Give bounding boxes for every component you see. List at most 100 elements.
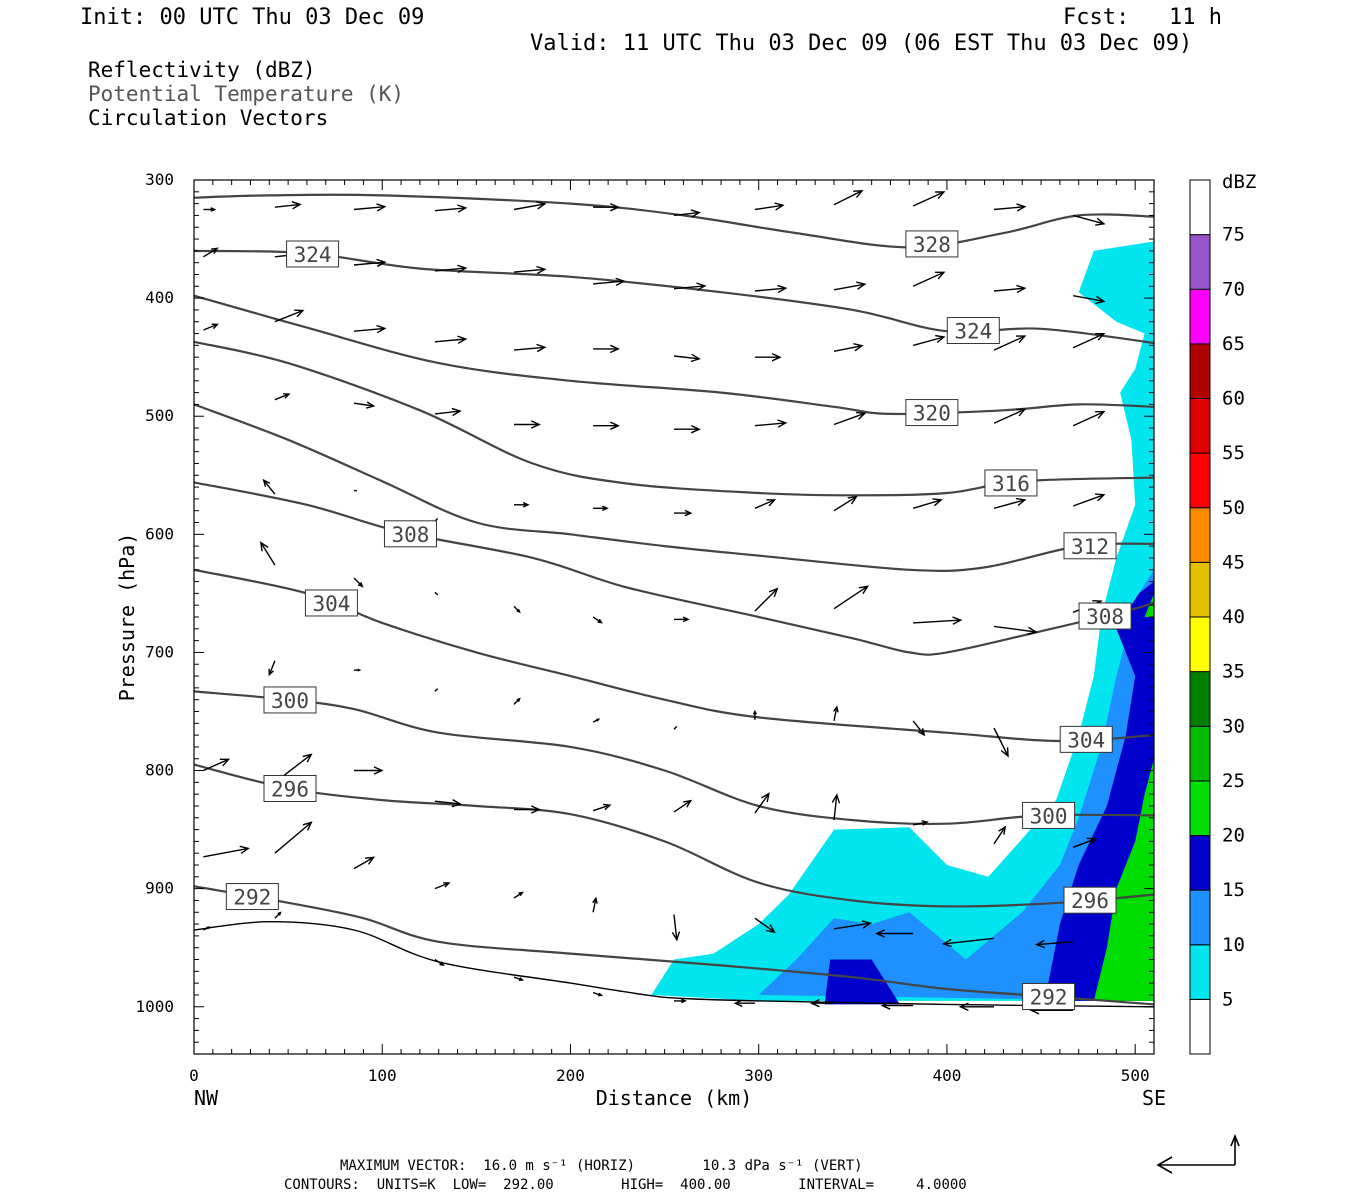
colorbar-swatch-70 <box>1189 234 1211 290</box>
circulation-vector-34 <box>993 335 1027 351</box>
circulation-vector-75 <box>752 709 757 720</box>
circulation-vector-40 <box>593 421 621 430</box>
circulation-vector-22 <box>993 284 1027 294</box>
svg-text:308: 308 <box>392 523 430 547</box>
circulation-vector-104 <box>203 926 211 931</box>
theta-contour-296 <box>193 763 1155 908</box>
circulation-vector-74 <box>673 725 678 730</box>
circulation-vector-60 <box>434 591 439 596</box>
colorbar-swatch-60 <box>1189 343 1211 399</box>
legend-reflectivity: Reflectivity (dBZ) <box>88 58 316 82</box>
y-tick-label-1000: 1000 <box>135 997 174 1016</box>
circulation-vector-65 <box>833 585 870 610</box>
circulation-vector-35 <box>1072 333 1106 349</box>
theta-contour-label-292-15: 292 <box>1022 982 1076 1010</box>
circulation-vector-54 <box>833 495 858 512</box>
legend-potential-temperature: Potential Temperature (K) <box>88 82 405 106</box>
svg-text:320: 320 <box>913 402 951 426</box>
colorbar-swatch-5 <box>1189 944 1211 1000</box>
theta-contour-300 <box>193 690 1155 826</box>
x-tick-label-300: 300 <box>744 1066 773 1085</box>
theta-contour-label-300-11: 300 <box>1022 801 1076 829</box>
circulation-vector-39 <box>514 420 541 429</box>
colorbar-swatch-50 <box>1189 452 1211 509</box>
circulation-vector-61 <box>513 605 521 614</box>
colorbar-label-75: 75 <box>1222 224 1245 246</box>
legend-circulation-vectors: Circulation Vectors <box>88 106 329 130</box>
circulation-vector-113 <box>958 1002 994 1012</box>
circulation-vector-23 <box>1072 295 1106 305</box>
circulation-vector-6 <box>673 209 701 218</box>
footer-max-vector: MAXIMUM VECTOR: 16.0 m s⁻¹ (HORIZ) 10.3 … <box>340 1158 863 1174</box>
y-tick-label-900: 900 <box>145 879 174 898</box>
reference-vector-icon <box>1156 1133 1240 1174</box>
circulation-vector-layer <box>203 190 1106 1015</box>
colorbar-unit-label: dBZ <box>1222 171 1256 193</box>
x-tick-label-0: 0 <box>189 1066 199 1085</box>
forecast-hour: Fcst: 11 h <box>1063 5 1222 30</box>
circulation-vector-89 <box>912 820 929 826</box>
colorbar-label-70: 70 <box>1222 278 1245 300</box>
circulation-vector-100 <box>833 920 873 930</box>
circulation-vector-7 <box>754 202 785 211</box>
x-tick-label-500: 500 <box>1121 1066 1150 1085</box>
theta-contour-label-312-5: 312 <box>1063 532 1117 560</box>
theta-contour-label-320-3: 320 <box>905 399 959 427</box>
circulation-vector-97 <box>592 896 598 913</box>
y-tick-label-500: 500 <box>145 406 174 425</box>
theta-contour-label-300-10: 300 <box>263 686 317 714</box>
circulation-vector-72 <box>513 697 521 705</box>
colorbar-swatch-10 <box>1189 889 1211 946</box>
circulation-vector-45 <box>993 408 1027 424</box>
theta-contour-308 <box>193 481 1155 656</box>
valid-time: Valid: 11 UTC Thu 03 Dec 09 (06 EST Thu … <box>530 31 1193 56</box>
svg-text:308: 308 <box>1086 605 1124 629</box>
circulation-vector-32 <box>833 343 864 352</box>
circulation-vector-112 <box>880 1001 914 1010</box>
circulation-vector-69 <box>268 660 276 677</box>
x-axis-title: Distance (km) <box>596 1086 753 1110</box>
circulation-vector-19 <box>754 284 788 294</box>
terrain-layer <box>193 920 1155 1008</box>
theta-contour-292 <box>193 885 1155 1006</box>
circulation-vector-101 <box>874 929 914 938</box>
circulation-vector-26 <box>353 324 387 334</box>
init-time: Init: 00 UTC Thu 03 Dec 09 <box>80 5 425 30</box>
reflectivity-region-20dbz-4 <box>1093 758 1154 1001</box>
circulation-vector-99 <box>754 917 776 934</box>
circulation-vector-24 <box>203 323 219 331</box>
colorbar-swatch-55 <box>1189 398 1211 454</box>
circulation-vector-94 <box>353 856 376 870</box>
svg-text:312: 312 <box>1071 535 1109 559</box>
colorbar-label-30: 30 <box>1222 715 1245 737</box>
circulation-vector-41 <box>674 424 701 434</box>
circulation-vector-36 <box>274 393 291 401</box>
contour-label-layer: 328 324 324 320 316 312 308 308 304 304 300 300 296 2… <box>225 230 1132 1010</box>
colorbar-swatch-above-75 <box>1189 179 1211 236</box>
circulation-vector-14 <box>353 258 387 268</box>
theta-contour-label-328-0: 328 <box>905 230 959 258</box>
circulation-vector-17 <box>593 277 626 287</box>
theta-contour-label-324-2: 324 <box>946 317 1000 345</box>
circulation-vector-10 <box>993 203 1027 212</box>
y-tick-label-800: 800 <box>145 761 174 780</box>
circulation-vector-51 <box>593 505 609 512</box>
circulation-vector-25 <box>274 309 305 323</box>
circulation-vector-20 <box>833 281 867 291</box>
circulation-vector-37 <box>353 401 376 409</box>
circulation-vector-64 <box>754 587 779 612</box>
circulation-vector-83 <box>434 798 462 808</box>
colorbar-label-60: 60 <box>1222 388 1245 410</box>
circulation-vector-43 <box>833 411 867 426</box>
circulation-vector-12 <box>203 247 219 258</box>
circulation-vector-73 <box>592 718 601 723</box>
circulation-vector-95 <box>434 882 451 890</box>
svg-text:328: 328 <box>913 233 951 257</box>
circulation-vector-33 <box>912 334 946 347</box>
circulation-vector-85 <box>592 803 612 812</box>
circulation-vector-2 <box>353 203 387 212</box>
circulation-vector-90 <box>993 825 1007 845</box>
circulation-vector-108 <box>592 991 604 997</box>
circulation-vector-67 <box>993 625 1038 636</box>
svg-text:292: 292 <box>233 886 271 910</box>
